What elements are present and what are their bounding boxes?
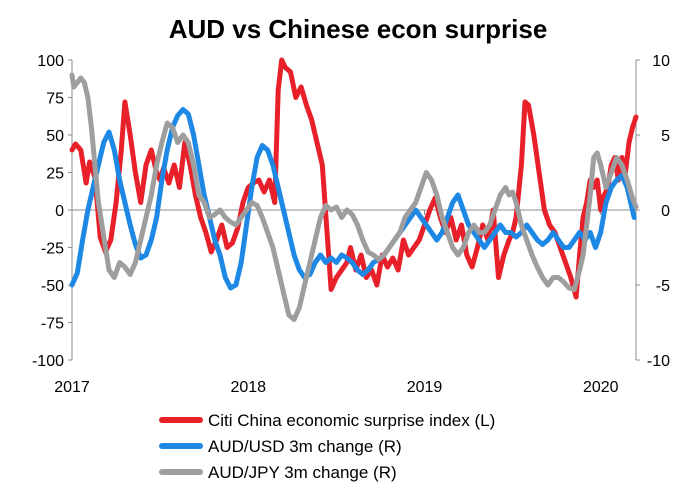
x-tick-label: 2017 bbox=[54, 379, 90, 396]
left-tick-label: 0 bbox=[55, 203, 64, 220]
legend: Citi China economic surprise index (L) AU… bbox=[159, 411, 495, 482]
left-tick-label: -75 bbox=[41, 316, 64, 333]
right-tick-label: 5 bbox=[661, 128, 670, 145]
left-tick-label: -25 bbox=[41, 241, 64, 258]
left-tick-label: -100 bbox=[32, 353, 64, 370]
series-line-3 bbox=[69, 72, 639, 322]
right-tick-label: -5 bbox=[656, 278, 670, 295]
x-tick-label: 2018 bbox=[230, 379, 266, 396]
right-tick-label: -10 bbox=[647, 353, 670, 370]
x-tick-label: 2020 bbox=[583, 379, 619, 396]
legend-label: Citi China economic surprise index (L) bbox=[208, 411, 495, 430]
chart-title: AUD vs Chinese econ surprise bbox=[169, 14, 548, 44]
right-tick-label: 0 bbox=[661, 203, 670, 220]
left-tick-label: 100 bbox=[37, 53, 64, 70]
series-layer bbox=[69, 57, 639, 322]
left-tick-label: -50 bbox=[41, 278, 64, 295]
legend-label: AUD/USD 3m change (R) bbox=[208, 437, 402, 456]
left-tick-label: 25 bbox=[46, 166, 64, 183]
series-line-1 bbox=[69, 57, 639, 300]
left-tick-label: 75 bbox=[46, 91, 64, 108]
left-tick-label: 50 bbox=[46, 128, 64, 145]
right-tick-label: 10 bbox=[652, 53, 670, 70]
x-tick-label: 2019 bbox=[407, 379, 443, 396]
series-line-2 bbox=[69, 107, 637, 291]
legend-label: AUD/JPY 3m change (R) bbox=[208, 463, 397, 482]
